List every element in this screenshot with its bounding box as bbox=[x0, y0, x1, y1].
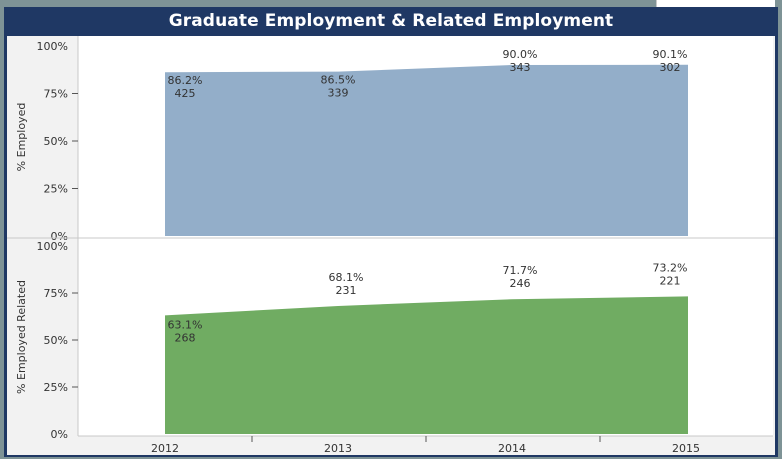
data-label-percent: 90.1% bbox=[653, 48, 688, 61]
data-label-percent: 71.7% bbox=[503, 264, 538, 277]
data-label-percent: 86.2% bbox=[168, 74, 203, 87]
y-tick-label: 50% bbox=[44, 334, 68, 347]
y-axis-title: % Employed Related bbox=[15, 280, 28, 394]
chart-title: Graduate Employment & Related Employment bbox=[4, 7, 778, 35]
area-series bbox=[165, 64, 688, 236]
data-label-count: 246 bbox=[510, 277, 531, 290]
data-label-percent: 73.2% bbox=[653, 261, 688, 274]
x-tick-label: 2013 bbox=[324, 442, 352, 455]
y-tick-label: 100% bbox=[37, 240, 68, 253]
data-label-percent: 90.0% bbox=[503, 48, 538, 61]
data-label-count: 221 bbox=[660, 274, 681, 287]
panel-2: 0% 25% 50% 75% 100% % Employed Related 63.1%26… bbox=[15, 238, 773, 441]
y-tick-label: 75% bbox=[44, 88, 68, 101]
data-label-count: 339 bbox=[328, 87, 349, 100]
y-tick-label: 0% bbox=[51, 230, 68, 243]
y-tick-label: 25% bbox=[44, 183, 68, 196]
data-label-count: 343 bbox=[510, 61, 531, 74]
data-label-count: 425 bbox=[175, 87, 196, 100]
data-label-count: 268 bbox=[175, 331, 196, 344]
x-tick-label: 2014 bbox=[498, 442, 526, 455]
data-label-count: 231 bbox=[336, 284, 357, 297]
x-tick-label: 2012 bbox=[151, 442, 179, 455]
top-tab bbox=[656, 0, 775, 7]
x-tick-label: 2015 bbox=[672, 442, 700, 455]
data-label-percent: 63.1% bbox=[168, 318, 203, 331]
y-tick-label: 100% bbox=[37, 40, 68, 53]
y-tick-label: 75% bbox=[44, 287, 68, 300]
plot-area: 0% 25% 50% 75% 100% % Employed 86.2% 425 86.5% 33… bbox=[7, 36, 775, 455]
panel-1: 0% 25% 50% 75% 100% % Employed 86.2%425 86.5%33… bbox=[15, 36, 773, 243]
chart-svg: 0% 25% 50% 75% 100% % Employed 86.2%425 86.5%33… bbox=[7, 36, 775, 455]
y-tick-label: 50% bbox=[44, 135, 68, 148]
y-tick-label: 25% bbox=[44, 381, 68, 394]
data-label-percent: 68.1% bbox=[329, 271, 364, 284]
area-series bbox=[165, 296, 688, 434]
y-axis-title: % Employed bbox=[15, 103, 28, 172]
x-axis: 2012 2013 2014 2015 bbox=[78, 435, 773, 455]
y-tick-label: 0% bbox=[51, 428, 68, 441]
data-label-percent: 86.5% bbox=[321, 74, 356, 87]
data-label-count: 302 bbox=[660, 61, 681, 74]
